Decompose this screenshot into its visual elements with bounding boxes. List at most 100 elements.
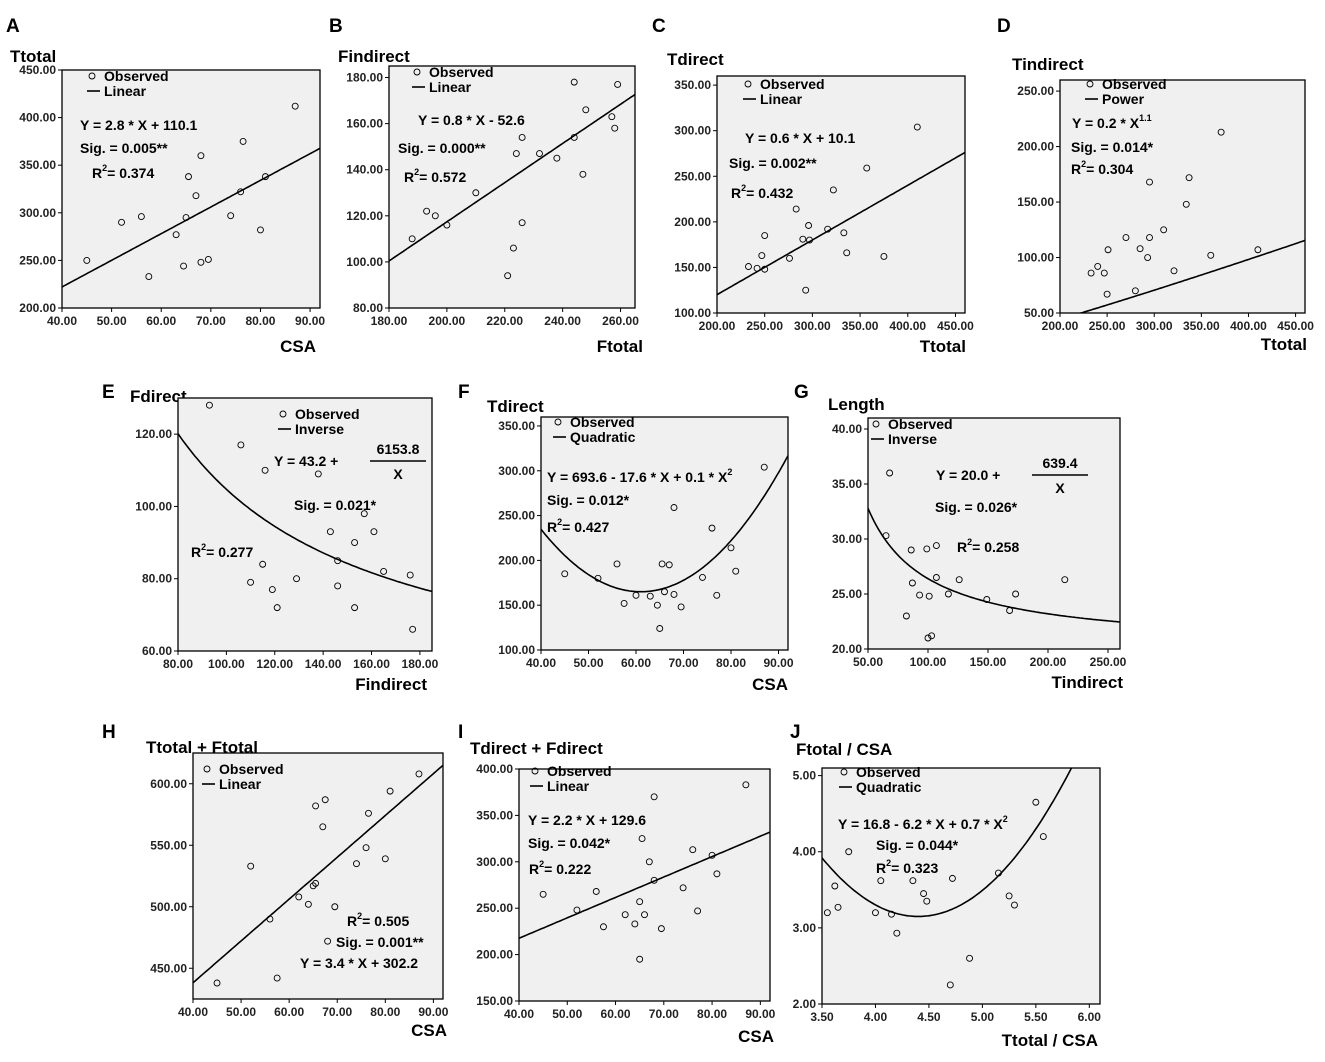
x-tick-label: 250.00: [1090, 655, 1127, 669]
data-point: [1032, 798, 1040, 806]
data-point: [145, 273, 153, 281]
legend-fit-label: Inverse: [295, 421, 344, 437]
data-point: [653, 601, 661, 609]
data-point: [829, 186, 837, 194]
r-squared-prefix: R2= 0.572: [404, 167, 466, 185]
data-point: [314, 470, 322, 478]
legend-observed-label: Observed: [547, 763, 612, 779]
x-axis-title: Ttotal / CSA: [1002, 1031, 1098, 1050]
fit-line: [193, 764, 443, 984]
panel-letter: H: [102, 722, 116, 743]
legend-observed-label: Observed: [570, 414, 635, 430]
fit-equation-exponent: 2: [727, 467, 732, 477]
x-tick-label: 90.00: [418, 1005, 448, 1019]
x-tick-label: 200.00: [1042, 319, 1079, 333]
data-point: [650, 793, 658, 801]
data-point: [946, 981, 954, 989]
data-point: [732, 567, 740, 575]
x-tick-label: 5.50: [1024, 1010, 1048, 1024]
data-point: [1185, 174, 1193, 182]
data-point: [694, 907, 702, 915]
y-tick-label: 250.00: [1017, 84, 1054, 98]
x-tick-label: 80.00: [163, 657, 193, 671]
data-point: [966, 954, 974, 962]
r-squared-value: = 0.323: [891, 860, 938, 876]
data-point: [415, 770, 423, 778]
x-tick-label: 200.00: [1030, 655, 1067, 669]
data-point: [834, 903, 842, 911]
r-squared-exponent: 2: [967, 537, 972, 547]
data-point: [1087, 269, 1095, 277]
data-point: [713, 870, 721, 878]
legend-observed-label: Observed: [856, 764, 921, 780]
panel-letter: G: [794, 382, 809, 403]
data-point: [1170, 267, 1178, 275]
data-point: [1182, 200, 1190, 208]
y-axis-title: Fdirect: [130, 387, 187, 406]
data-point: [326, 528, 334, 536]
data-point: [641, 911, 648, 919]
fit-line: [519, 831, 770, 940]
data-point: [665, 561, 673, 569]
y-tick-label: 400.00: [476, 762, 513, 776]
data-point: [304, 900, 312, 908]
y-tick-label: 4.00: [793, 845, 817, 859]
data-point: [802, 286, 810, 294]
data-point: [658, 560, 666, 568]
data-point: [761, 265, 769, 273]
data-point: [713, 591, 721, 599]
data-point: [472, 189, 480, 197]
panel-a: ATtotalCSA200.00250.00300.00350.00400.00…: [6, 16, 325, 356]
data-point: [902, 612, 910, 620]
x-tick-label: 50.00: [226, 1005, 256, 1019]
x-tick-label: 450.00: [937, 319, 974, 333]
x-tick-label: 400.00: [1230, 319, 1267, 333]
y-axis-title: Tdirect: [667, 50, 724, 69]
y-tick-label: 100.00: [346, 255, 383, 269]
x-tick-label: 400.00: [889, 319, 926, 333]
data-point: [650, 876, 658, 884]
x-axis-title: CSA: [752, 675, 788, 694]
y-tick-label: 200.00: [1017, 140, 1054, 154]
significance: Sig. = 0.026*: [935, 499, 1018, 515]
y-tick-label: 200.00: [19, 301, 56, 315]
r-squared-value: = 0.505: [362, 913, 409, 929]
y-tick-label: 140.00: [346, 163, 383, 177]
r-squared-value: = 0.277: [206, 544, 253, 560]
legend-observed-marker: [88, 72, 96, 80]
data-point: [324, 937, 332, 945]
data-point: [1131, 287, 1139, 295]
data-point: [758, 252, 766, 260]
y-tick-label: 350.00: [498, 419, 535, 433]
r-squared-value: = 0.304: [1086, 161, 1133, 177]
data-point: [955, 576, 963, 584]
data-point: [708, 524, 716, 532]
data-point: [370, 528, 378, 536]
x-tick-label: 50.00: [552, 1007, 582, 1021]
data-point: [247, 578, 255, 586]
data-point: [679, 884, 687, 892]
x-axis-title: Ttotal: [920, 337, 966, 356]
fit-equation: Y = 2.8 * X + 110.1: [80, 117, 197, 133]
data-point: [944, 590, 952, 598]
r-squared-prefix: R2= 0.427: [547, 517, 609, 535]
data-point: [1005, 892, 1013, 900]
legend-observed-marker: [1086, 80, 1094, 88]
data-point: [172, 231, 180, 239]
data-point: [600, 923, 607, 931]
data-point: [994, 869, 1002, 877]
y-tick-label: 300.00: [674, 124, 711, 138]
data-point: [620, 599, 628, 607]
data-point: [592, 888, 600, 895]
y-axis-title: Findirect: [338, 47, 410, 66]
x-tick-label: 260.00: [602, 314, 639, 328]
plot-area: [388, 65, 636, 309]
data-point: [799, 235, 807, 243]
plot-area: [177, 397, 433, 652]
fit-equation: Y = 16.8 - 6.2 * X + 0.7 * X2: [838, 814, 1008, 832]
y-tick-label: 40.00: [832, 422, 862, 436]
y-tick-label: 450.00: [150, 961, 187, 975]
data-point: [1100, 269, 1108, 277]
data-point: [509, 244, 517, 252]
